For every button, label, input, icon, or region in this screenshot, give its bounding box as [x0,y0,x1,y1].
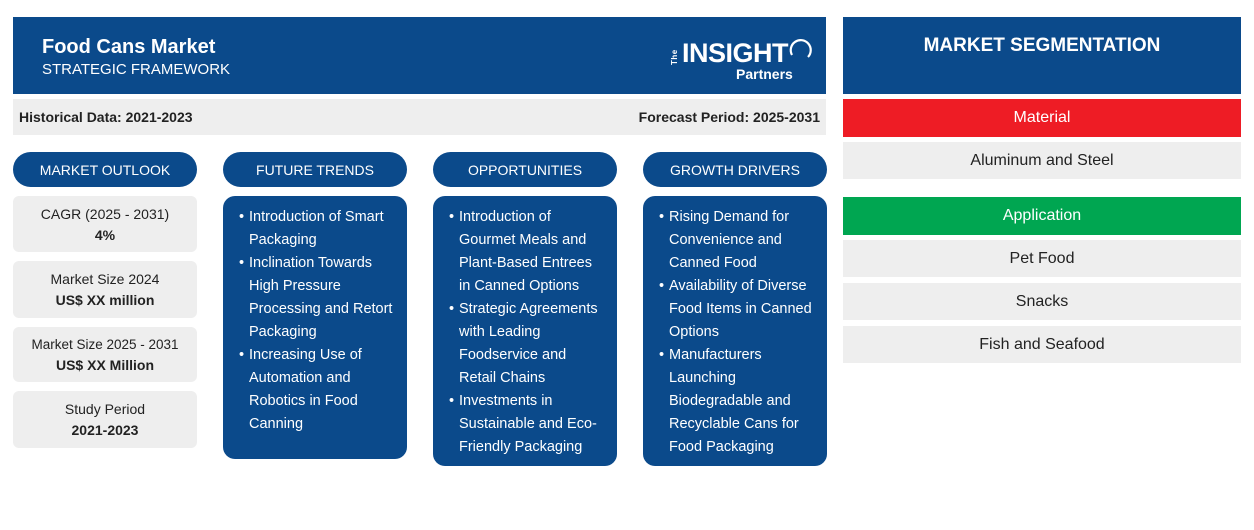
stat-value: 4% [94,227,116,243]
list-item: Rising Demand for Convenience and Canned… [659,206,817,275]
logo-sub-text: Partners [736,66,793,82]
future-trends-card: Introduction of Smart Packaging Inclinat… [223,196,407,459]
segment-item: Fish and Seafood [843,326,1241,363]
list-item: Strategic Agreements with Leading Foodse… [449,298,607,390]
forecast-period: Forecast Period: 2025-2031 [638,109,820,125]
market-segmentation-heading: MARKET SEGMENTATION [843,17,1241,94]
stat-label: Market Size 2024 [50,271,160,287]
segment-item: Aluminum and Steel [843,142,1241,179]
list-item: Inclination Towards High Pressure Proces… [239,252,397,344]
market-outlook-heading: MARKET OUTLOOK [13,152,197,187]
list-item: Investments in Sustainable and Eco-Frien… [449,390,607,459]
report-header: Food Cans Market STRATEGIC FRAMEWORK The… [13,17,826,94]
study-period-box: Study Period 2021-2023 [13,391,197,448]
stat-value: US$ XX Million [55,357,154,373]
insight-partners-logo: The INSIGHT Partners [660,29,812,83]
segment-item: Pet Food [843,240,1241,277]
logo-the-text: The [670,49,679,65]
stat-label: Study Period [64,401,146,417]
logo-main-text: INSIGHT [682,38,789,68]
logo-arc-icon [789,39,812,58]
report-subtitle: STRATEGIC FRAMEWORK [42,61,231,78]
segment-item: Snacks [843,283,1241,320]
market-size-2024-box: Market Size 2024 US$ XX million [13,261,197,318]
list-item: Availability of Diverse Food Items in Ca… [659,275,817,344]
trends-list: Introduction of Smart Packaging Inclinat… [223,196,407,436]
period-bar: Historical Data: 2021-2023 Forecast Peri… [13,99,826,135]
growth-drivers-heading: GROWTH DRIVERS [643,152,827,187]
stat-label: CAGR (2025 - 2031) [40,206,170,222]
opportunities-card: Introduction of Gourmet Meals and Plant-… [433,196,617,466]
historical-period: Historical Data: 2021-2023 [19,109,193,125]
segment-category-material: Material [843,99,1241,137]
growth-drivers-card: Rising Demand for Convenience and Canned… [643,196,827,466]
future-trends-heading: FUTURE TRENDS [223,152,407,187]
drivers-list: Rising Demand for Convenience and Canned… [643,196,827,459]
segment-category-application: Application [843,197,1241,235]
list-item: Introduction of Smart Packaging [239,206,397,252]
stat-value: 2021-2023 [71,422,139,438]
stat-label: Market Size 2025 - 2031 [31,337,179,352]
list-item: Manufacturers Launching Biodegradable an… [659,344,817,459]
stat-value: US$ XX million [55,292,155,308]
cagr-box: CAGR (2025 - 2031) 4% [13,196,197,252]
opportunities-heading: OPPORTUNITIES [433,152,617,187]
market-size-forecast-box: Market Size 2025 - 2031 US$ XX Million [13,327,197,382]
opportunities-list: Introduction of Gourmet Meals and Plant-… [433,196,617,459]
list-item: Introduction of Gourmet Meals and Plant-… [449,206,607,298]
report-title: Food Cans Market [42,36,216,58]
list-item: Increasing Use of Automation and Robotic… [239,344,397,436]
